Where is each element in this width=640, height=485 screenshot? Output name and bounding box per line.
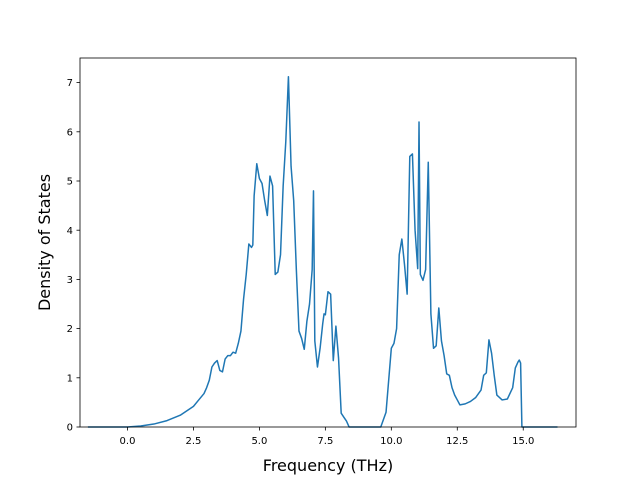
x-axis-ticks: 0.0 2.5 5.0 7.5 10.0 12.5 15.0 [120,427,534,447]
y-tick-label: 0 [67,423,73,434]
x-tick-label: 7.5 [317,436,333,447]
x-tick-label: 10.0 [380,436,402,447]
series-layer [87,75,558,428]
x-tick-label: 0.0 [120,436,136,447]
x-tick-label: 12.5 [446,436,468,447]
y-tick-label: 4 [67,226,73,237]
x-tick-label: 5.0 [251,436,267,447]
plot-area [80,58,576,427]
y-tick-label: 6 [67,127,73,138]
y-axis-label: Density of States [35,174,54,311]
y-tick-label: 1 [67,373,73,384]
y-tick-label: 3 [67,275,73,286]
y-tick-label: 7 [67,78,73,89]
y-axis-ticks: 0 1 2 3 4 5 6 7 [67,78,80,434]
y-tick-label: 5 [67,177,73,188]
y-tick-label: 2 [67,324,73,335]
x-tick-label: 2.5 [185,436,201,447]
x-tick-label: 15.0 [512,436,534,447]
plot-frame [79,57,577,428]
dos-series-line-0 [87,75,558,428]
x-axis-label: Frequency (THz) [263,456,393,475]
